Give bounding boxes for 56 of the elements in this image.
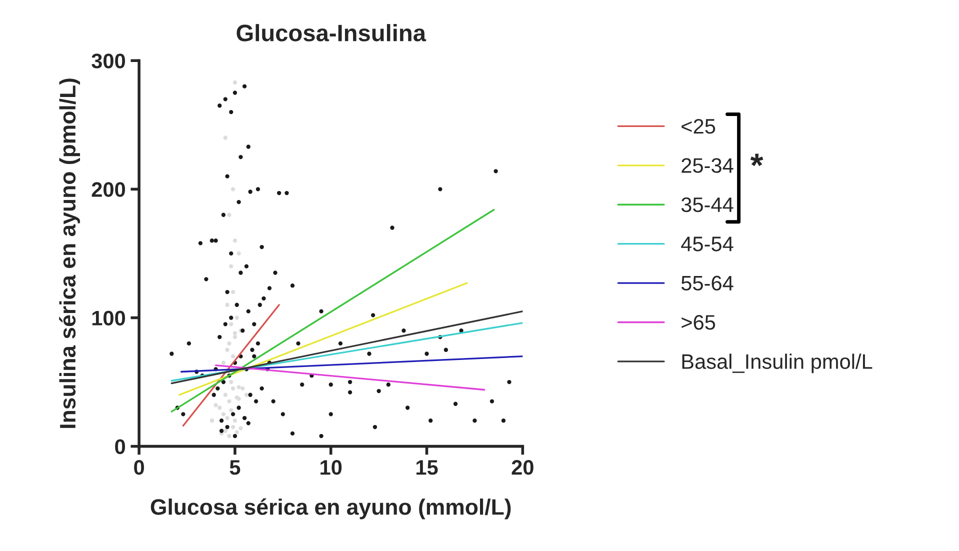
y-tick-label: 100: [92, 310, 126, 326]
chart-title: Glucosa-Insulina: [236, 24, 426, 42]
point: [227, 212, 232, 217]
legend-label: >65: [682, 315, 716, 330]
x-tick-label: 20: [512, 460, 534, 475]
y-axis-title: Insulina sérica en ayuno (pmol/L): [59, 78, 80, 428]
point: [210, 418, 214, 423]
point: [230, 290, 236, 294]
point: [218, 406, 222, 410]
legend-label: 35-44: [681, 197, 734, 212]
point: [223, 428, 228, 433]
y-tick-label: 300: [92, 54, 126, 68]
x-tick-label: 15: [416, 460, 438, 475]
point: [221, 360, 226, 365]
point: [214, 403, 218, 408]
legend-label: Basal_Insulin pmol/L: [682, 354, 872, 374]
point: [227, 341, 232, 346]
point: [229, 264, 234, 268]
legend-label: 25-34: [682, 158, 734, 173]
point: [227, 399, 232, 404]
point: [225, 302, 230, 307]
point: [225, 416, 230, 420]
point: [236, 385, 241, 390]
point: [238, 426, 243, 430]
point: [244, 392, 249, 397]
point: [232, 238, 238, 243]
point: [225, 348, 230, 352]
point: [223, 136, 228, 140]
point: [230, 424, 236, 430]
point: [240, 386, 245, 391]
point: [230, 354, 236, 358]
point: [232, 80, 238, 85]
point: [230, 386, 236, 391]
point: [223, 392, 228, 397]
point: [234, 430, 239, 434]
y-tick-label: 200: [92, 182, 126, 197]
point: [232, 331, 238, 336]
legend-label: <25: [682, 118, 716, 134]
legend-label: 55-64: [681, 276, 734, 291]
legend-label: 45-54: [681, 236, 734, 252]
point: [221, 412, 226, 416]
x-tick-label: 10: [320, 460, 342, 475]
y-tick-label: 0: [115, 439, 126, 454]
x-tick-label: 5: [230, 460, 240, 475]
point: [229, 322, 234, 326]
point: [232, 418, 238, 423]
point: [227, 434, 232, 438]
x-axis-title: Glucosa sérica en ayuno (mmol/L): [150, 498, 511, 520]
point: [229, 408, 234, 412]
point: [236, 251, 241, 256]
point: [229, 380, 234, 384]
point: [234, 316, 239, 320]
text: *: [750, 154, 764, 166]
point: [230, 187, 236, 192]
point: [232, 334, 238, 340]
x-tick-label: 0: [134, 460, 144, 475]
